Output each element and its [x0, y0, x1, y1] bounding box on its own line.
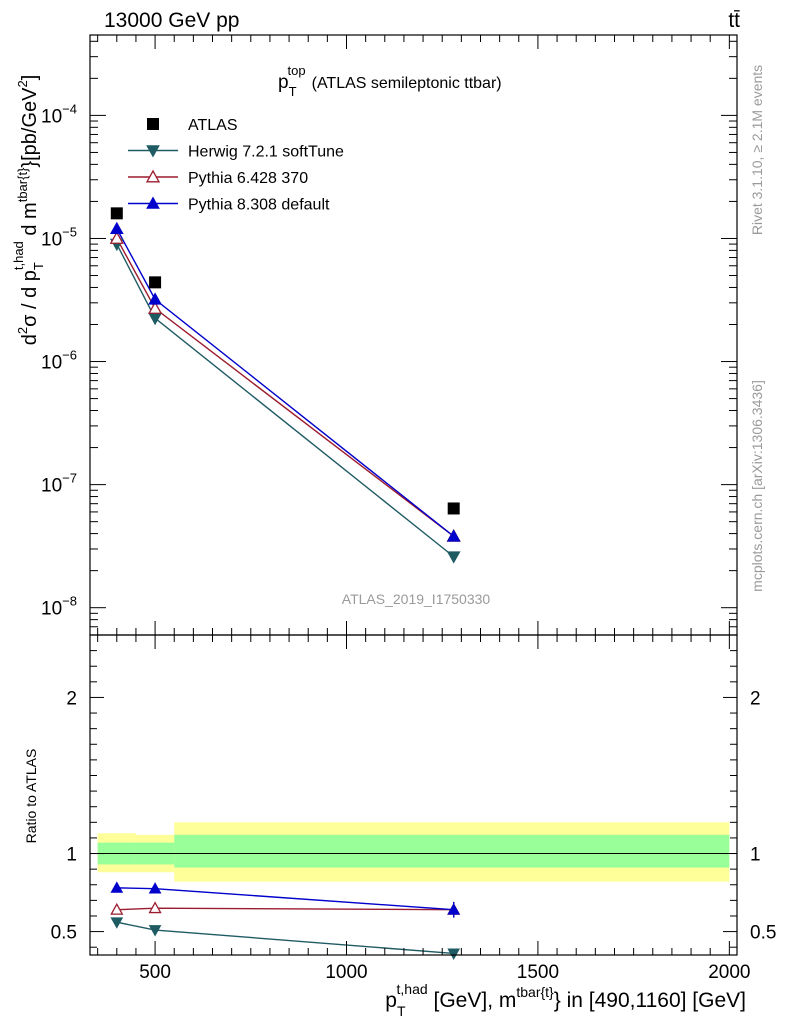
x-axis-label: pTt,had [GeV], mtbar{t}} in [490,1160] […	[385, 981, 746, 1019]
main-point-pythia-8-308-default	[446, 529, 461, 542]
ratio-y-tick-label-right: 1	[750, 845, 761, 866]
ratio-band-stat	[174, 834, 730, 868]
legend-label-pythia-8-308-default: Pythia 8.308 default	[188, 197, 330, 214]
main-line-pythia-6-428-370	[116, 238, 455, 537]
x-tick-label: 2000	[708, 962, 750, 983]
main-y-tick-label: 10−4	[41, 101, 77, 127]
ratio-point-pythia-6-428-370	[148, 901, 162, 914]
ratio-y-axis-label: Ratio to ATLAS	[23, 749, 39, 844]
ratio-y-tick-label-right: 2	[750, 688, 761, 709]
main-point-atlas	[149, 276, 162, 289]
analysis-label: ATLAS_2019_I1750330	[342, 591, 491, 607]
plot-title: pTtop (ATLAS semileptonic ttbar)	[278, 63, 502, 99]
legend-marker-atlas	[147, 118, 159, 130]
ratio-point-pythia-8-308-default	[110, 881, 124, 893]
main-point-herwig-7-2-1-softtune	[148, 312, 162, 326]
main-point-pythia-8-308-default	[109, 221, 124, 235]
main-y-axis-label: d2σ / d pTt,had d mtbar{t}}[pb/GeV2]	[11, 75, 46, 346]
main-point-pythia-6-428-370	[109, 231, 124, 244]
main-line-pythia-8-308-default	[116, 228, 455, 537]
ratio-point-herwig-7-2-1-softtune	[447, 948, 461, 960]
mcplots-label: mcplots.cern.ch [arXiv:1306.3436]	[749, 380, 765, 592]
ratio-point-pythia-8-308-default	[447, 903, 461, 915]
ratio-point-pythia-6-428-370	[110, 902, 124, 915]
main-point-herwig-7-2-1-softtune	[446, 551, 461, 564]
title-sub: T	[289, 84, 297, 99]
ratio-y-tick-label: 1	[66, 845, 77, 866]
main-point-pythia-8-308-default	[148, 292, 162, 305]
legend-marker-herwig-7-2-1-softtune	[146, 145, 160, 158]
title-sup: top	[288, 63, 306, 78]
x-tick-label: 500	[139, 962, 171, 983]
title-p: p	[278, 72, 289, 93]
x-tick-label: 1000	[325, 962, 367, 983]
ratio-line-herwig-7-2-1-softtune	[116, 921, 454, 955]
ratio-y-tick-label: 2	[66, 688, 77, 709]
ratio-line-pythia-8-308-default	[116, 887, 454, 911]
main-point-pythia-6-428-370	[147, 301, 163, 314]
ratio-y-tick-label-right: 0.5	[750, 923, 776, 944]
ratio-point-pythia-8-308-default	[148, 882, 162, 894]
main-y-tick-label: 10−7	[41, 471, 77, 497]
legend-marker-pythia-6-428-370	[145, 169, 161, 183]
ratio-y-tick-label: 0.5	[51, 923, 77, 944]
title-rest: (ATLAS semileptonic ttbar)	[312, 75, 502, 92]
energy-label: 13000 GeV pp	[104, 9, 239, 32]
legend-label-pythia-6-428-370: Pythia 6.428 370	[188, 170, 308, 187]
main-y-tick-label: 10−8	[41, 594, 77, 620]
process-label: tt̄	[728, 9, 740, 32]
ratio-line-pythia-6-428-370	[116, 907, 454, 911]
main-point-atlas	[110, 207, 123, 220]
main-line-herwig-7-2-1-softtune	[116, 243, 455, 558]
main-y-tick-label: 10−6	[41, 348, 77, 374]
ratio-point-herwig-7-2-1-softtune	[110, 917, 124, 929]
legend-marker-pythia-8-308-default	[146, 196, 160, 209]
legend-label-atlas: ATLAS	[188, 117, 238, 134]
main-point-atlas	[447, 502, 460, 515]
ratio-panel-frame	[89, 634, 738, 956]
main-y-tick-label: 10−5	[41, 224, 77, 250]
rivet-version-label: Rivet 3.1.10, ≥ 2.1M events	[749, 65, 765, 235]
legend-label-herwig-7-2-1-softtune: Herwig 7.2.1 softTune	[188, 144, 344, 161]
ratio-point-herwig-7-2-1-softtune	[148, 925, 162, 937]
x-tick-label: 1500	[517, 962, 559, 983]
